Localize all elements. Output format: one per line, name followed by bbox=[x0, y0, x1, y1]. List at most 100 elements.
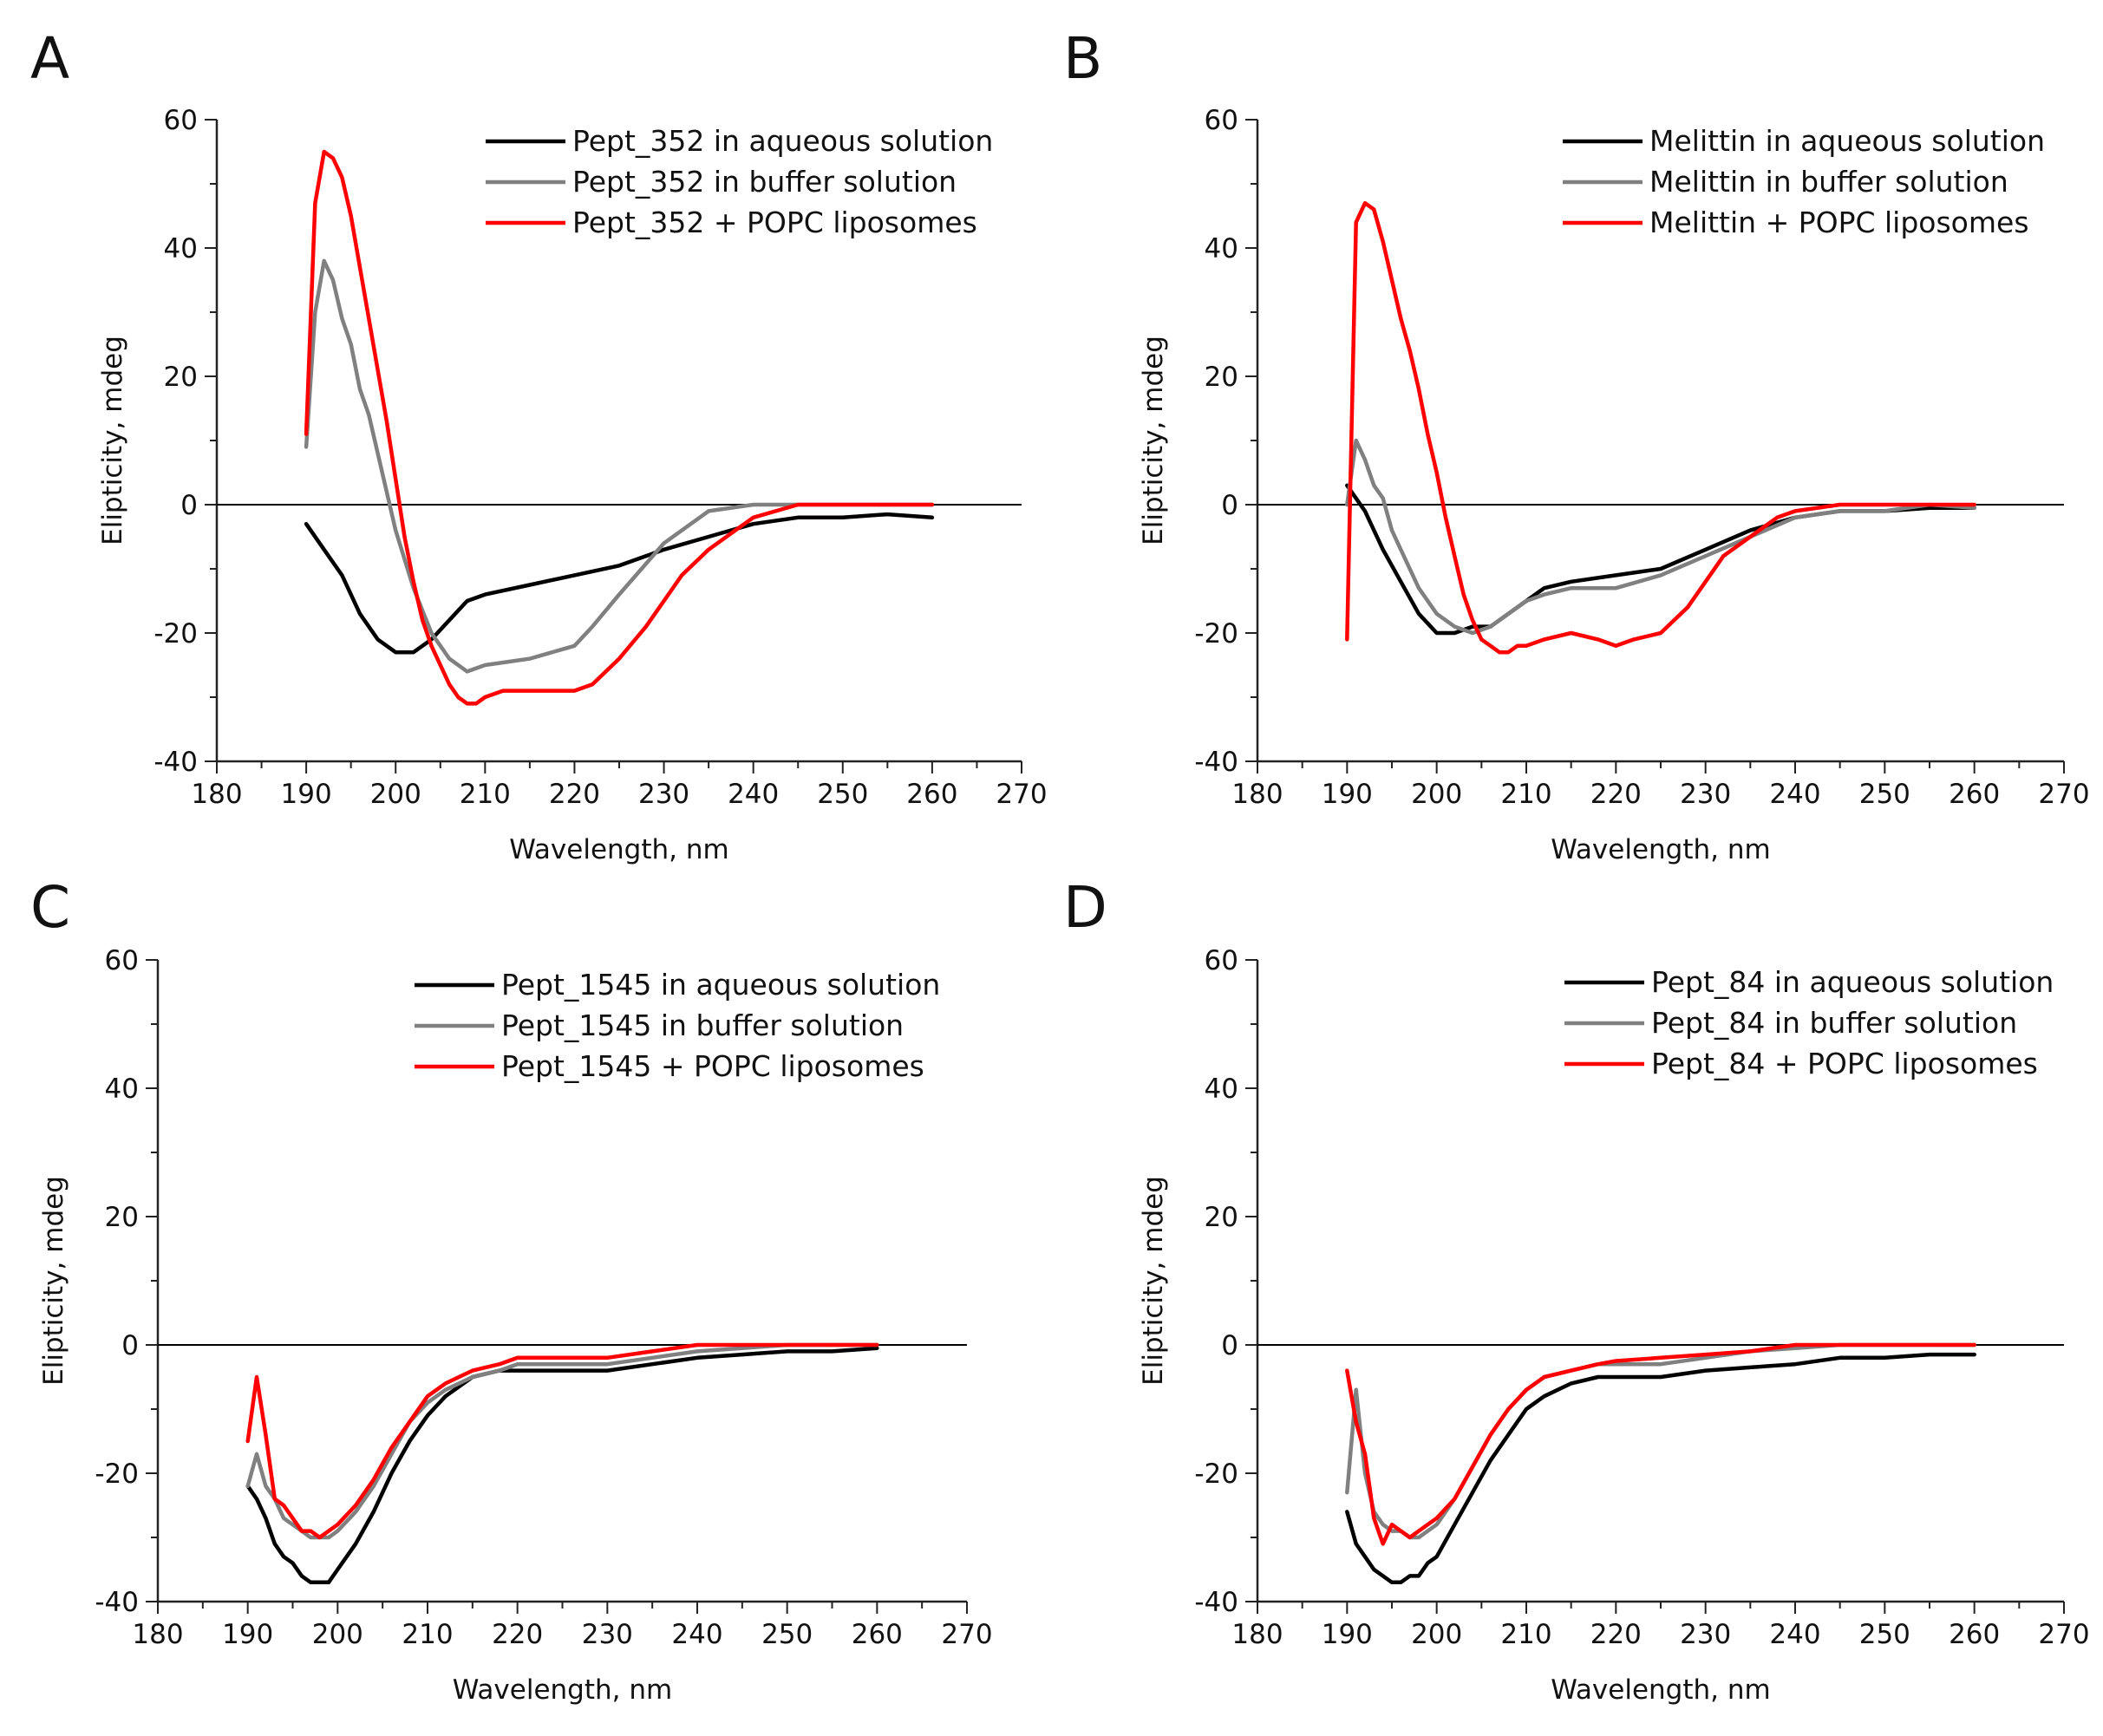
y-tick-label: 20 bbox=[1205, 362, 1238, 393]
x-tick-label: 210 bbox=[402, 1619, 453, 1650]
panel-c: C -40 -20 0 20 40 60 180 190 200 210 220 230 240 250 26… bbox=[30, 874, 993, 1706]
series-line-0 bbox=[304, 512, 935, 655]
legend-label-0: Pept_352 in aqueous solution bbox=[572, 124, 993, 158]
y-tick-label: -20 bbox=[1194, 618, 1238, 649]
y-tick-label: 40 bbox=[1205, 1074, 1238, 1105]
panel-b: B -40 -20 0 20 40 60 180 190 200 210 220 230 240 250 26… bbox=[1063, 25, 2090, 865]
x-tick-label: 210 bbox=[1500, 1619, 1551, 1650]
x-axis-label: Wavelength, nm bbox=[1551, 834, 1770, 865]
y-axis-label: Elipticity, mdeg bbox=[1138, 336, 1169, 545]
x-tick-label: 220 bbox=[1590, 779, 1642, 810]
y-tick-label: -40 bbox=[95, 1587, 139, 1618]
x-tick-label: 250 bbox=[817, 779, 868, 810]
series-line-0 bbox=[1345, 1352, 1976, 1585]
x-tick-label: 230 bbox=[1680, 779, 1731, 810]
series-line-1 bbox=[1345, 438, 1976, 636]
y-tick-label: 20 bbox=[105, 1202, 139, 1233]
y-tick-label: 0 bbox=[1221, 1330, 1238, 1361]
y-tick-label: -40 bbox=[1194, 1587, 1238, 1618]
x-tick-label: 220 bbox=[549, 779, 600, 810]
panel-letter: D bbox=[1063, 874, 1107, 941]
x-tick-label: 190 bbox=[1322, 1619, 1373, 1650]
x-tick-label: 230 bbox=[582, 1619, 633, 1650]
x-tick-label: 200 bbox=[1411, 1619, 1462, 1650]
y-tick-label: -20 bbox=[95, 1459, 139, 1490]
x-tick-label: 270 bbox=[941, 1619, 992, 1650]
y-tick-label: -40 bbox=[153, 747, 198, 778]
y-tick-label: -20 bbox=[1194, 1459, 1238, 1490]
x-tick-label: 210 bbox=[1500, 779, 1551, 810]
y-tick-label: 0 bbox=[1221, 490, 1238, 521]
y-tick-label: 60 bbox=[105, 945, 139, 976]
y-tick-label: 40 bbox=[105, 1074, 139, 1105]
y-tick-label: -20 bbox=[153, 618, 198, 649]
x-tick-label: 260 bbox=[1949, 1619, 2000, 1650]
y-tick-label: 60 bbox=[1205, 105, 1238, 136]
x-tick-label: 220 bbox=[492, 1619, 543, 1650]
panel-a: A -40 -20 0 20 40 60 180 190 200 210 220 230 240 250 26… bbox=[30, 25, 1048, 865]
legend-label-0: Pept_84 in aqueous solution bbox=[1651, 965, 2054, 999]
x-tick-label: 270 bbox=[2038, 779, 2089, 810]
series-line-1 bbox=[245, 1342, 879, 1540]
x-tick-label: 260 bbox=[1949, 779, 2000, 810]
legend-label-2: Pept_1545 + POPC liposomes bbox=[501, 1049, 924, 1083]
y-tick-label: 0 bbox=[180, 490, 198, 521]
legend-label-1: Pept_352 in buffer solution bbox=[572, 165, 957, 199]
series-line-0 bbox=[245, 1346, 879, 1585]
legend-label-1: Pept_1545 in buffer solution bbox=[501, 1008, 904, 1042]
series-line-2 bbox=[1345, 1342, 1976, 1546]
panel-letter: A bbox=[30, 25, 69, 92]
legend-label-1: Melittin in buffer solution bbox=[1649, 165, 2008, 199]
x-tick-label: 270 bbox=[996, 779, 1047, 810]
panel-d: D -40 -20 0 20 40 60 180 190 200 210 220 230 240 250 26… bbox=[1063, 874, 2090, 1706]
x-tick-label: 190 bbox=[281, 779, 332, 810]
x-tick-label: 250 bbox=[1859, 1619, 1910, 1650]
legend-label-2: Melittin + POPC liposomes bbox=[1649, 206, 2029, 239]
x-tick-label: 260 bbox=[852, 1619, 903, 1650]
y-tick-label: -40 bbox=[1194, 747, 1238, 778]
x-tick-label: 230 bbox=[638, 779, 689, 810]
x-tick-label: 220 bbox=[1590, 1619, 1642, 1650]
x-tick-label: 250 bbox=[761, 1619, 813, 1650]
x-axis-label: Wavelength, nm bbox=[1551, 1674, 1770, 1706]
x-tick-label: 200 bbox=[370, 779, 421, 810]
y-tick-label: 40 bbox=[164, 233, 198, 264]
legend-label-2: Pept_84 + POPC liposomes bbox=[1651, 1047, 2038, 1080]
legend-label-2: Pept_352 + POPC liposomes bbox=[572, 206, 977, 239]
x-tick-label: 200 bbox=[1411, 779, 1462, 810]
x-tick-label: 230 bbox=[1680, 1619, 1731, 1650]
x-tick-label: 270 bbox=[2038, 1619, 2089, 1650]
x-axis-label: Wavelength, nm bbox=[509, 834, 728, 865]
y-tick-label: 40 bbox=[1205, 233, 1238, 264]
legend-label-1: Pept_84 in buffer solution bbox=[1651, 1006, 2017, 1040]
x-tick-label: 250 bbox=[1859, 779, 1910, 810]
x-tick-label: 210 bbox=[460, 779, 511, 810]
y-tick-label: 60 bbox=[1205, 945, 1238, 976]
x-tick-label: 240 bbox=[1769, 1619, 1820, 1650]
y-axis-label: Elipticity, mdeg bbox=[38, 1176, 69, 1386]
legend-label-0: Pept_1545 in aqueous solution bbox=[501, 968, 940, 1002]
x-tick-label: 190 bbox=[1322, 779, 1373, 810]
x-tick-label: 240 bbox=[728, 779, 779, 810]
series-line-2 bbox=[304, 149, 935, 706]
x-tick-label: 180 bbox=[132, 1619, 183, 1650]
series-line-2 bbox=[1345, 200, 1976, 655]
y-tick-label: 60 bbox=[164, 105, 198, 136]
series-line-0 bbox=[1345, 483, 1976, 636]
y-tick-label: 0 bbox=[121, 1330, 139, 1361]
x-tick-label: 240 bbox=[1769, 779, 1820, 810]
y-tick-label: 20 bbox=[164, 362, 198, 393]
panel-letter: C bbox=[30, 874, 70, 941]
x-axis-label: Wavelength, nm bbox=[453, 1674, 672, 1706]
x-tick-label: 190 bbox=[222, 1619, 273, 1650]
x-tick-label: 200 bbox=[312, 1619, 363, 1650]
y-tick-label: 20 bbox=[1205, 1202, 1238, 1233]
series-line-2 bbox=[245, 1342, 879, 1540]
series-line-1 bbox=[304, 258, 935, 674]
y-axis-label: Elipticity, mdeg bbox=[1138, 1176, 1169, 1386]
y-axis-label: Elipticity, mdeg bbox=[97, 336, 128, 545]
x-tick-label: 240 bbox=[671, 1619, 722, 1650]
legend-label-0: Melittin in aqueous solution bbox=[1649, 124, 2045, 158]
x-tick-label: 260 bbox=[906, 779, 957, 810]
